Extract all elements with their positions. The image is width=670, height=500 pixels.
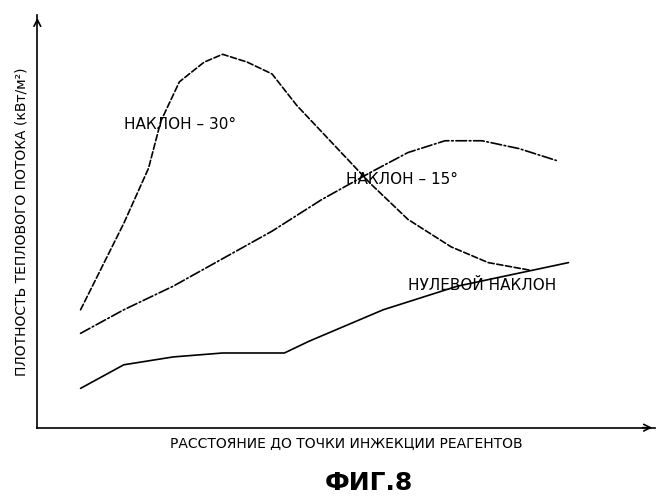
Y-axis label: ПЛОТНОСТЬ ТЕПЛОВОГО ПОТОКА (кВт/м²): ПЛОТНОСТЬ ТЕПЛОВОГО ПОТОКА (кВт/м²) [15,67,29,376]
X-axis label: РАССТОЯНИЕ ДО ТОЧКИ ИНЖЕКЦИИ РЕАГЕНТОВ: РАССТОЯНИЕ ДО ТОЧКИ ИНЖЕКЦИИ РЕАГЕНТОВ [170,436,523,450]
Text: НУЛЕВОЙ НАКЛОН: НУЛЕВОЙ НАКЛОН [408,278,556,293]
Text: НАКЛОН – 15°: НАКЛОН – 15° [346,172,458,187]
Text: ФИГ.8: ФИГ.8 [324,471,413,495]
Text: НАКЛОН – 30°: НАКЛОН – 30° [124,117,236,132]
